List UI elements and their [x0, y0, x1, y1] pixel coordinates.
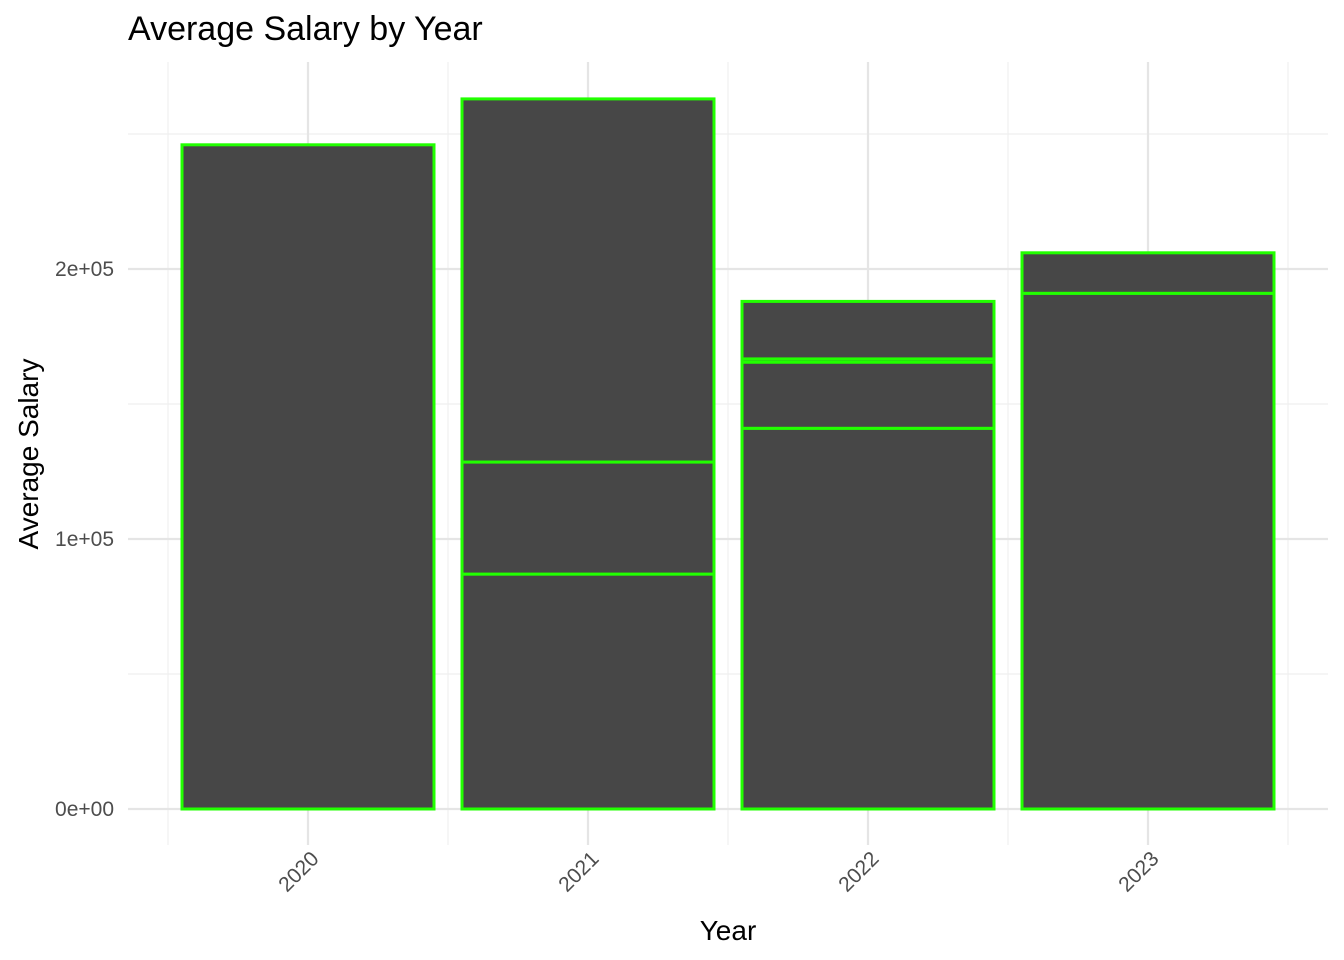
bars: [180, 97, 1276, 811]
bar-2022-segment-1: [740, 426, 996, 811]
y-axis-title: Average Salary: [13, 359, 44, 550]
chart-title: Average Salary by Year: [128, 10, 483, 48]
y-tick-label: 2e+05: [55, 258, 114, 281]
bar-2021-segment-2: [460, 460, 716, 576]
bar-2023-segment-1: [1020, 291, 1276, 811]
bar-2021-segment-1: [460, 572, 716, 811]
bar-2022-segment-4: [740, 299, 996, 361]
x-tick-label: 2022: [834, 847, 883, 896]
x-axis-ticks: 2020 2021 2022 2023: [274, 847, 1163, 896]
bar-2023-segment-2: [1020, 251, 1276, 295]
x-tick-label: 2021: [554, 847, 603, 896]
x-tick-label: 2020: [274, 847, 323, 896]
x-tick-label: 2023: [1114, 847, 1163, 896]
y-axis-ticks: 0e+00 1e+05 2e+05: [55, 258, 114, 821]
y-tick-label: 1e+05: [55, 528, 114, 551]
bar-2021-segment-3: [460, 97, 716, 464]
x-axis-title: Year: [700, 915, 757, 946]
y-tick-label: 0e+00: [55, 798, 114, 821]
bar-2022-segment-2: [740, 360, 996, 430]
bar-2020-segment-1: [180, 143, 436, 811]
